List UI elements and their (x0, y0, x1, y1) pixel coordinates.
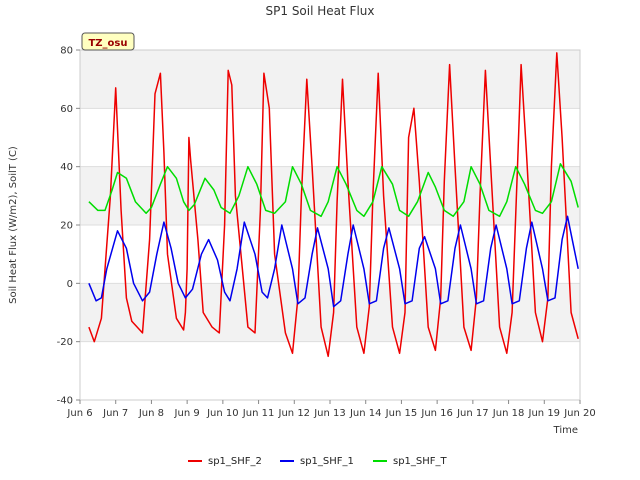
tz-tag-box (81, 32, 135, 51)
x-tick-label: Jun 7 (102, 408, 128, 419)
x-axis-ticks: Jun 6 Jun 7 Jun 8 Jun 9 Jun 10 Jun 11 Jun 12 Ju… (66, 400, 596, 419)
tz-tag: TZ_osu (81, 32, 135, 51)
y-tick-label: 20 (60, 221, 73, 232)
legend-label: sp1_SHF_T (393, 456, 448, 467)
shaded-band (80, 283, 580, 342)
x-axis-title: Time (553, 425, 578, 436)
series-line-sp1_SHF_1 (88, 215, 579, 308)
y-tick-label: 40 (60, 162, 73, 173)
y-tick-label: 0 (67, 279, 73, 290)
y-axis-ticks: -40 -20 0 20 40 60 80 (57, 46, 80, 407)
y-tick-label: 80 (60, 46, 73, 57)
x-tick-label: Jun 17 (456, 408, 489, 419)
tz-tag-label: TZ_osu (88, 38, 127, 49)
y-tick-label: -20 (57, 337, 73, 348)
x-tick-label: Jun 12 (278, 408, 311, 419)
legend-label: sp1_SHF_2 (208, 456, 262, 467)
x-tick-label: Jun 6 (66, 408, 92, 419)
y-tick-label: 60 (60, 104, 73, 115)
x-tick-label: Jun 13 (313, 408, 346, 419)
x-tick-label: Jun 10 (206, 408, 239, 419)
y-tick-label: -40 (57, 396, 73, 407)
x-tick-label: Jun 18 (492, 408, 525, 419)
x-tick-label: Jun 16 (420, 408, 453, 419)
legend-label: sp1_SHF_1 (300, 456, 354, 467)
chart-title: SP1 Soil Heat Flux (266, 4, 375, 18)
x-tick-label: Jun 19 (528, 408, 561, 419)
x-tick-label: Jun 11 (242, 408, 275, 419)
x-tick-label: Jun 8 (138, 408, 164, 419)
x-tick-label: Jun 9 (174, 408, 200, 419)
series-layer (88, 52, 579, 358)
y-axis-title: Soil Heat Flux (W/m2), SoilT (C) (8, 146, 19, 304)
x-tick-label: Jun 15 (385, 408, 418, 419)
x-tick-label: Jun 14 (349, 408, 382, 419)
shaded-band (80, 50, 580, 109)
x-tick-label: Jun 20 (563, 408, 596, 419)
legend: sp1_SHF_2 sp1_SHF_1 sp1_SHF_T (188, 456, 448, 467)
series-line-sp1_SHF_2 (88, 52, 579, 358)
series-line-sp1_SHF_T (88, 163, 579, 218)
